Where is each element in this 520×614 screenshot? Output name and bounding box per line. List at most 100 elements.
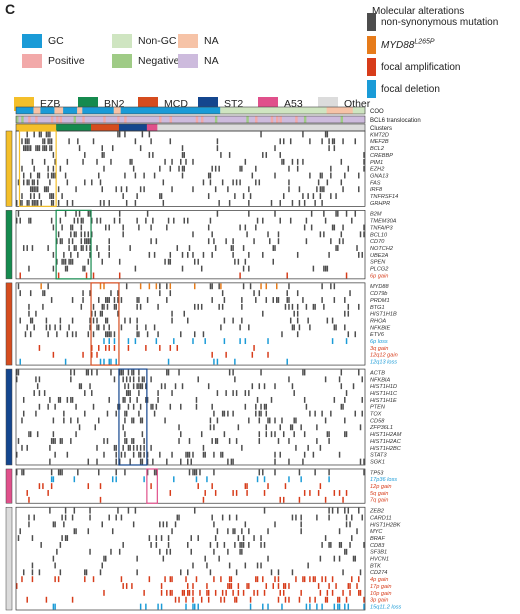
alteration-cell xyxy=(234,258,236,265)
alteration-cell xyxy=(192,562,194,569)
alteration-cell xyxy=(85,272,88,279)
alteration-cell xyxy=(56,258,58,265)
alteration-cell xyxy=(132,417,135,424)
alteration-cell xyxy=(22,469,25,476)
alteration-cell xyxy=(274,521,276,528)
alteration-cell xyxy=(122,541,124,548)
alteration-cell xyxy=(52,431,55,438)
alteration-cell xyxy=(277,297,280,303)
alteration-cell xyxy=(258,179,261,186)
alteration-cell xyxy=(255,165,257,172)
alteration-cell xyxy=(117,297,119,303)
alteration-cell xyxy=(307,317,309,324)
molecular-legend-swatch xyxy=(367,13,376,31)
alteration-cell xyxy=(26,200,28,206)
alteration-cell xyxy=(293,417,295,424)
alteration-cell xyxy=(303,451,306,458)
alteration-cell xyxy=(146,469,149,476)
alteration-cell xyxy=(136,217,138,224)
alteration-cell xyxy=(277,583,280,589)
alteration-cell xyxy=(352,555,355,562)
alteration-cell xyxy=(270,569,273,576)
alteration-cell xyxy=(167,535,170,541)
alteration-cell xyxy=(139,603,142,610)
alteration-cell xyxy=(103,358,105,365)
alteration-cell xyxy=(237,589,240,596)
alteration-cell xyxy=(143,172,145,179)
alteration-cell xyxy=(183,589,186,596)
alteration-cell xyxy=(256,589,259,596)
alteration-cell xyxy=(256,217,259,224)
alteration-cell xyxy=(216,528,219,535)
alteration-cell xyxy=(279,496,281,503)
gene-label: CD70 xyxy=(370,239,385,245)
alteration-cell xyxy=(85,569,88,576)
alteration-cell xyxy=(324,576,327,583)
alteration-cell xyxy=(335,245,337,251)
alteration-cell xyxy=(309,490,311,496)
alteration-cell xyxy=(333,555,336,562)
alteration-cell xyxy=(52,265,55,272)
alteration-cell xyxy=(279,152,281,158)
alteration-cell xyxy=(80,383,83,390)
alteration-cell xyxy=(138,410,140,417)
alteration-cell xyxy=(274,210,276,217)
group-frame xyxy=(15,468,366,504)
alteration-cell xyxy=(125,283,128,290)
alteration-cell xyxy=(296,165,299,172)
alteration-cell xyxy=(330,193,332,200)
alteration-cell xyxy=(155,238,158,245)
alteration-cell xyxy=(31,317,34,324)
gene-label: HIST1H2BC xyxy=(370,446,402,452)
alteration-cell xyxy=(246,583,248,589)
alteration-cell xyxy=(96,245,98,251)
alteration-cell xyxy=(309,603,311,610)
alteration-cell xyxy=(52,476,55,483)
alteration-cell xyxy=(197,535,199,541)
alteration-cell xyxy=(103,589,105,596)
alteration-cell xyxy=(36,172,39,179)
alteration-cell xyxy=(282,193,285,200)
alteration-cell xyxy=(293,310,295,317)
alteration-cell xyxy=(188,245,191,251)
alteration-cell xyxy=(101,258,103,265)
alteration-cell xyxy=(258,383,261,390)
alteration-cell xyxy=(136,317,138,324)
alteration-cell xyxy=(256,562,259,569)
alteration-cell xyxy=(302,158,304,165)
gene-label: HIST1H2AM xyxy=(370,432,402,438)
alteration-cell xyxy=(40,131,42,138)
alteration-cell xyxy=(108,251,110,258)
alteration-cell xyxy=(209,569,212,576)
alteration-cell xyxy=(338,603,341,610)
alteration-cell xyxy=(124,410,126,417)
alteration-cell xyxy=(258,431,261,438)
alteration-cell xyxy=(87,331,90,338)
alteration-cell xyxy=(197,258,199,265)
alteration-cell xyxy=(152,152,154,158)
alteration-cell xyxy=(104,297,107,303)
alteration-cell xyxy=(45,324,48,331)
alteration-cell xyxy=(344,431,346,438)
alteration-cell xyxy=(33,186,35,193)
alteration-cell xyxy=(258,469,261,476)
alteration-cell xyxy=(143,451,145,458)
alteration-cell xyxy=(363,469,365,476)
alteration-cell xyxy=(274,576,276,583)
alteration-cell xyxy=(258,438,261,444)
alteration-cell xyxy=(235,490,238,496)
alteration-cell xyxy=(87,458,90,465)
alteration-cell xyxy=(192,251,194,258)
alteration-cell xyxy=(92,317,95,324)
alteration-cell xyxy=(328,469,330,476)
alteration-cell xyxy=(239,224,241,231)
alteration-cell xyxy=(75,528,77,535)
coo-segment xyxy=(82,107,115,114)
alteration-cell xyxy=(171,317,173,324)
alteration-cell xyxy=(253,238,255,245)
alteration-cell xyxy=(122,376,124,383)
alteration-cell xyxy=(300,589,302,596)
gene-label: RHOA xyxy=(370,318,386,324)
alteration-cell xyxy=(291,303,294,310)
alteration-cell xyxy=(195,476,198,483)
